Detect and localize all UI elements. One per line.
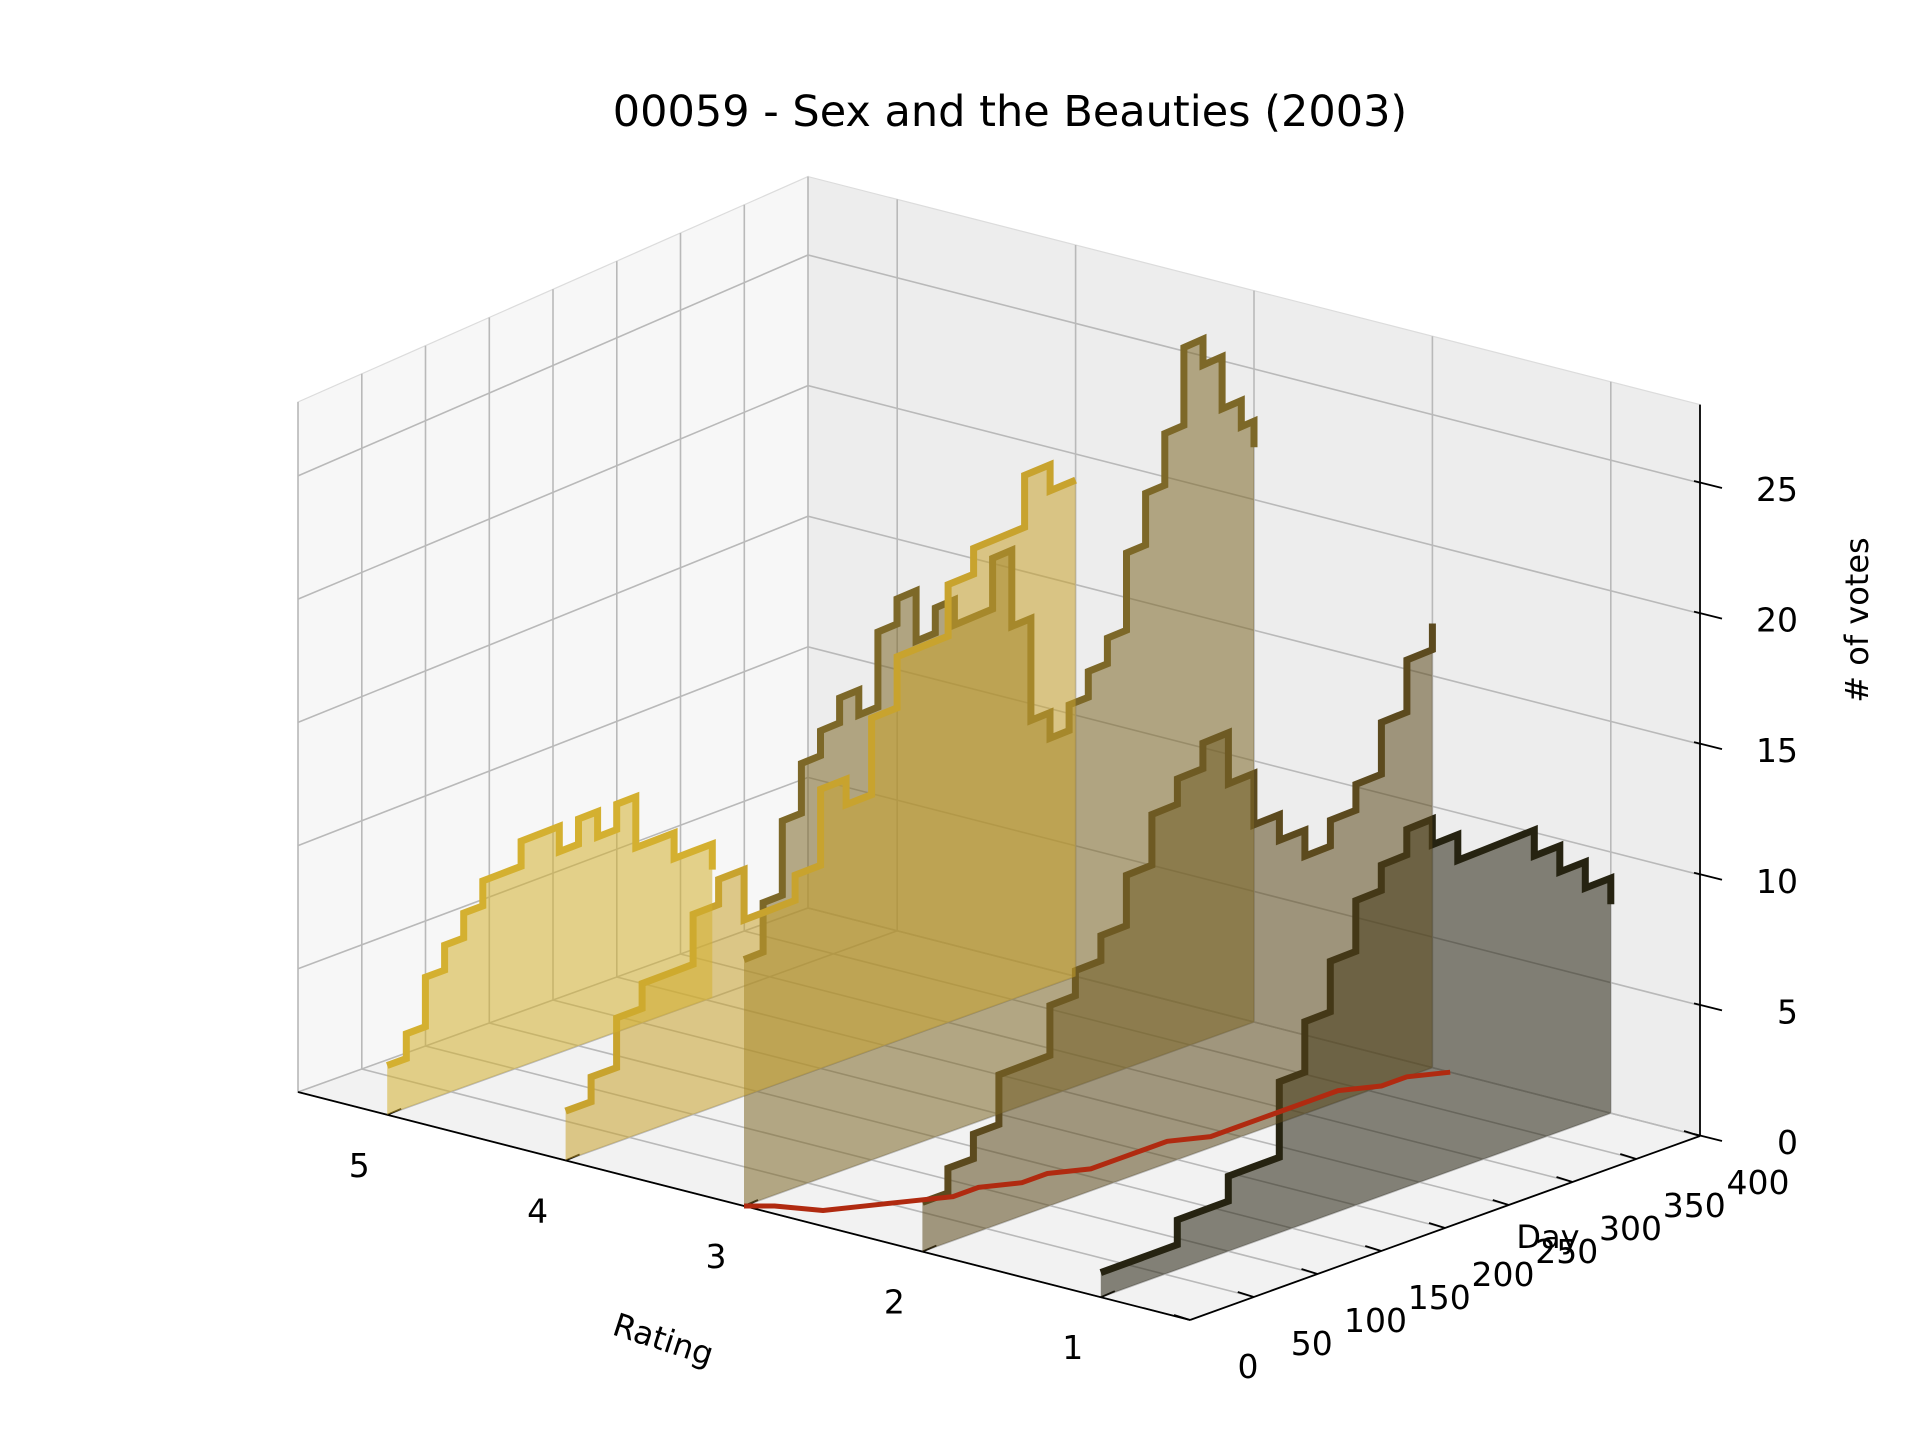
y-tick-label: 100 xyxy=(1344,1301,1407,1340)
chart-title: 00059 - Sex and the Beauties (2003) xyxy=(613,87,1407,137)
z-tick-label: 25 xyxy=(1756,470,1798,509)
y-tick-350 xyxy=(1619,1153,1637,1160)
y-axis-label: Day xyxy=(1516,1218,1579,1256)
z-tick-5 xyxy=(1693,1002,1723,1012)
z-tick-0 xyxy=(1693,1133,1723,1142)
y-tick-300 xyxy=(1556,1176,1573,1183)
x-tick-label: 1 xyxy=(1062,1328,1083,1367)
y-tick-label: 300 xyxy=(1599,1209,1662,1248)
z-tick-20 xyxy=(1693,610,1723,620)
y-tick-label: 50 xyxy=(1291,1324,1333,1363)
y-tick-50 xyxy=(1237,1291,1255,1298)
series-area-rating-5 xyxy=(387,796,713,1115)
z-tick-label: 20 xyxy=(1756,601,1798,640)
y-tick-label: 150 xyxy=(1408,1278,1471,1317)
series-group xyxy=(385,333,1615,1298)
grid-z-25 xyxy=(297,254,1701,484)
y-tick-label: 0 xyxy=(1238,1347,1259,1386)
x-tick-label: 3 xyxy=(706,1237,727,1276)
z-tick-label: 15 xyxy=(1756,731,1798,770)
mean-rating-line xyxy=(744,1069,1451,1213)
z-tick-10 xyxy=(1693,871,1723,881)
y-tick-label: 350 xyxy=(1663,1186,1726,1225)
y-tick-label: 250 xyxy=(1535,1232,1598,1271)
y-tick-0 xyxy=(1173,1314,1191,1321)
grid-z-20 xyxy=(297,384,1701,615)
y-tick-150 xyxy=(1364,1245,1382,1252)
x-axis-label: Rating xyxy=(608,1306,718,1374)
x-tick-label: 5 xyxy=(349,1146,370,1185)
z-tick-label: 0 xyxy=(1777,1123,1798,1162)
grid-z-15 xyxy=(297,515,1701,745)
y-tick-200 xyxy=(1428,1222,1446,1229)
y-tick-100 xyxy=(1301,1268,1318,1275)
series-line-rating-5 xyxy=(385,791,716,1069)
z-tick-label: 10 xyxy=(1756,862,1798,901)
x-tick-label: 4 xyxy=(527,1191,548,1230)
z-tick-15 xyxy=(1693,741,1723,751)
axis-lines xyxy=(297,404,1723,1321)
y-tick-250 xyxy=(1492,1199,1510,1206)
y-tick-label: 200 xyxy=(1472,1255,1535,1294)
z-tick-25 xyxy=(1693,480,1723,489)
z-tick-label: 5 xyxy=(1777,992,1798,1031)
y-tick-label: 400 xyxy=(1727,1163,1790,1202)
z-axis-label: # of votes xyxy=(1838,537,1876,702)
x-tick-label: 2 xyxy=(884,1283,905,1322)
